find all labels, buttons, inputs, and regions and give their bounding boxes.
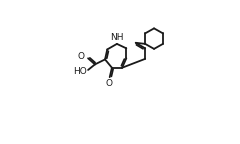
Text: NH: NH <box>110 33 124 42</box>
Text: HO: HO <box>73 67 87 76</box>
Text: O: O <box>77 52 84 61</box>
Text: O: O <box>106 79 113 88</box>
